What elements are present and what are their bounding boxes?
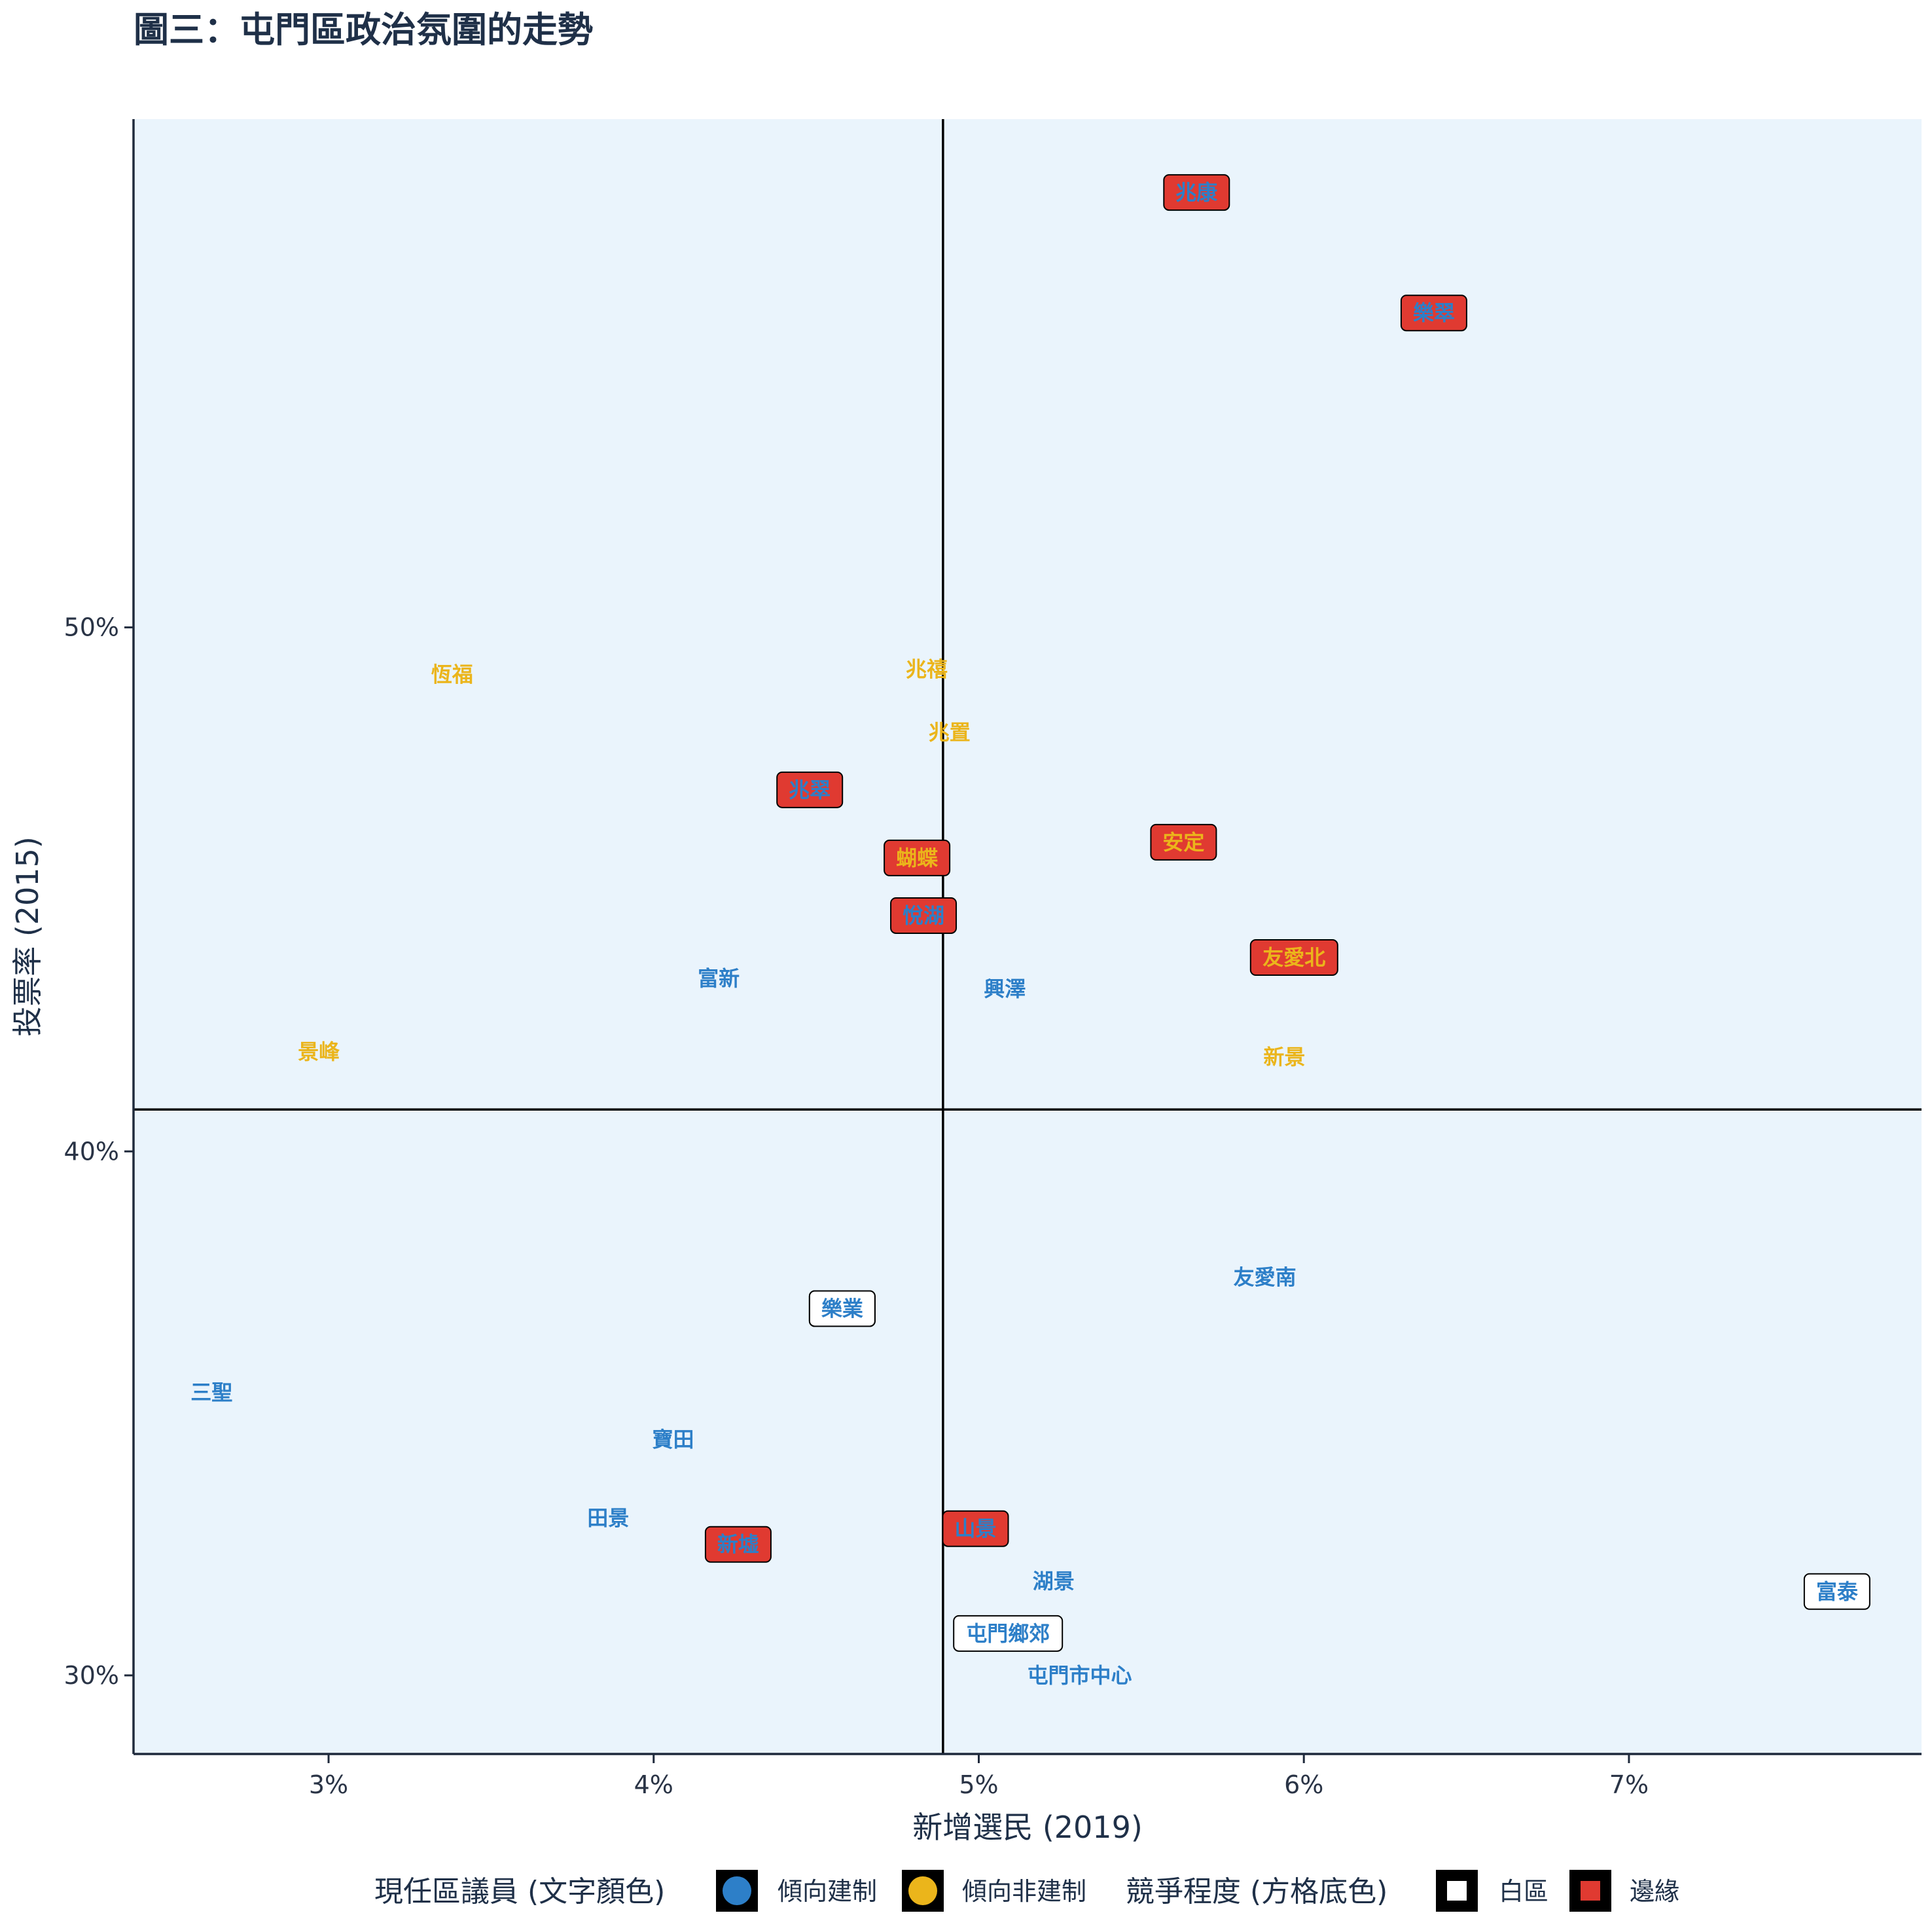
point-恆福: 恆福	[431, 662, 473, 687]
point-兆翠: 兆翠	[776, 771, 844, 808]
point-寶田: 寶田	[653, 1427, 694, 1452]
point-label-box	[1249, 939, 1338, 976]
axes: 3% 4% 5% 6% 7% 30% 40% 50%	[64, 119, 1922, 1799]
y-tick-label: 30%	[64, 1661, 119, 1690]
point-label: 三聖	[190, 1380, 232, 1405]
point-屯門鄉郊: 屯門鄉郊	[953, 1615, 1064, 1652]
point-label: 山景	[955, 1516, 997, 1541]
point-label: 樂業	[821, 1296, 863, 1321]
point-三聖: 三聖	[190, 1380, 232, 1405]
legend-square-white	[1447, 1881, 1467, 1901]
data-points: 兆康樂翠恆福兆禧兆置兆翠安定蝴蝶悅湖友愛北富新興澤景峰新景友愛南建生樂業三聖寶田…	[190, 174, 1870, 1688]
point-label-box	[704, 1526, 772, 1563]
point-label: 富新	[698, 966, 740, 991]
x-tick-label: 6%	[1284, 1770, 1323, 1799]
legend-label-marginal: 邊緣	[1630, 1877, 1679, 1906]
point-兆康: 兆康	[1163, 174, 1230, 211]
y-tick-label: 50%	[64, 613, 119, 642]
point-label-box	[1803, 1573, 1870, 1610]
point-label-box	[953, 1615, 1064, 1652]
point-安定: 安定	[1150, 823, 1217, 861]
point-新墟: 新墟	[704, 1526, 772, 1563]
point-樂業: 樂業	[808, 1290, 876, 1327]
point-label-box	[1150, 823, 1217, 861]
point-label: 兆禧	[906, 657, 948, 682]
point-景峰: 景峰	[298, 1039, 340, 1064]
legend-label-pro-democracy: 傾向非建制	[962, 1877, 1086, 1906]
chart-title: 圖三：屯門區政治氛圍的走勢	[134, 9, 593, 50]
point-友愛南: 友愛南	[1234, 1264, 1297, 1289]
point-label-box	[1400, 295, 1467, 332]
point-label-box	[776, 771, 844, 808]
y-tick-label: 40%	[64, 1137, 119, 1166]
plot-panel	[134, 119, 1922, 1754]
point-label-box	[1163, 174, 1230, 211]
legend-title-text-color: 現任區議員 (文字顏色)	[374, 1875, 665, 1908]
point-樂翠: 樂翠	[1400, 295, 1467, 332]
x-tick-label: 4%	[634, 1770, 673, 1799]
point-label: 兆翠	[789, 778, 831, 802]
legend: 現任區議員 (文字顏色) 傾向建制 傾向非建制 競爭程度 (方格底色) 白區 邊…	[374, 1870, 1679, 1912]
point-label: 兆置	[929, 720, 971, 745]
legend-square-marginal	[1581, 1881, 1600, 1901]
point-label: 景峰	[298, 1039, 340, 1064]
point-label: 寶田	[653, 1427, 694, 1452]
legend-dot-pro-establishment	[723, 1876, 751, 1905]
point-label: 友愛南	[1234, 1264, 1297, 1289]
point-蝴蝶: 蝴蝶	[884, 839, 951, 876]
point-富泰: 富泰	[1803, 1573, 1870, 1610]
point-兆禧: 兆禧	[906, 657, 948, 682]
point-label-box	[884, 839, 951, 876]
point-label-box	[808, 1290, 876, 1327]
point-label: 蝴蝶	[896, 846, 939, 870]
point-label-box	[890, 897, 957, 934]
point-悅湖: 悅湖	[890, 897, 957, 934]
point-新景: 新景	[1263, 1045, 1305, 1069]
legend-dot-pro-democracy	[908, 1876, 937, 1905]
legend-title-fill: 競爭程度 (方格底色)	[1126, 1875, 1387, 1908]
point-兆置: 兆置	[929, 720, 971, 745]
point-label: 樂翠	[1413, 300, 1455, 325]
point-label: 新景	[1263, 1045, 1305, 1069]
reference-lines	[134, 119, 1922, 1754]
y-axis-title: 投票率 (2015)	[10, 836, 45, 1037]
point-label: 屯門鄉郊	[966, 1621, 1050, 1646]
legend-label-white: 白區	[1499, 1877, 1548, 1906]
point-湖景: 湖景	[1033, 1569, 1075, 1594]
point-label: 屯門市中心	[1027, 1663, 1132, 1688]
point-富新: 富新	[698, 966, 740, 991]
point-山景: 山景	[942, 1510, 1009, 1547]
point-label: 友愛北	[1262, 945, 1325, 970]
point-label: 富泰	[1816, 1579, 1859, 1604]
x-tick-label: 3%	[309, 1770, 348, 1799]
point-label: 新墟	[717, 1532, 759, 1557]
point-label: 安定	[1162, 830, 1204, 855]
point-label: 恆福	[431, 662, 473, 687]
point-label: 兆康	[1175, 180, 1218, 205]
point-label-box	[942, 1510, 1009, 1547]
point-友愛北: 友愛北	[1249, 939, 1338, 976]
x-axis-title: 新增選民 (2019)	[912, 1810, 1143, 1845]
point-屯門市中心: 屯門市中心	[1027, 1663, 1132, 1688]
point-label: 湖景	[1033, 1569, 1075, 1594]
point-興澤: 興澤	[984, 976, 1026, 1001]
point-label: 田景	[587, 1506, 629, 1531]
point-田景: 田景	[587, 1506, 629, 1531]
x-tick-label: 5%	[959, 1770, 998, 1799]
legend-label-pro-establishment: 傾向建制	[778, 1877, 877, 1906]
point-label: 悅湖	[903, 903, 944, 928]
x-tick-label: 7%	[1609, 1770, 1649, 1799]
point-label: 興澤	[984, 976, 1026, 1001]
